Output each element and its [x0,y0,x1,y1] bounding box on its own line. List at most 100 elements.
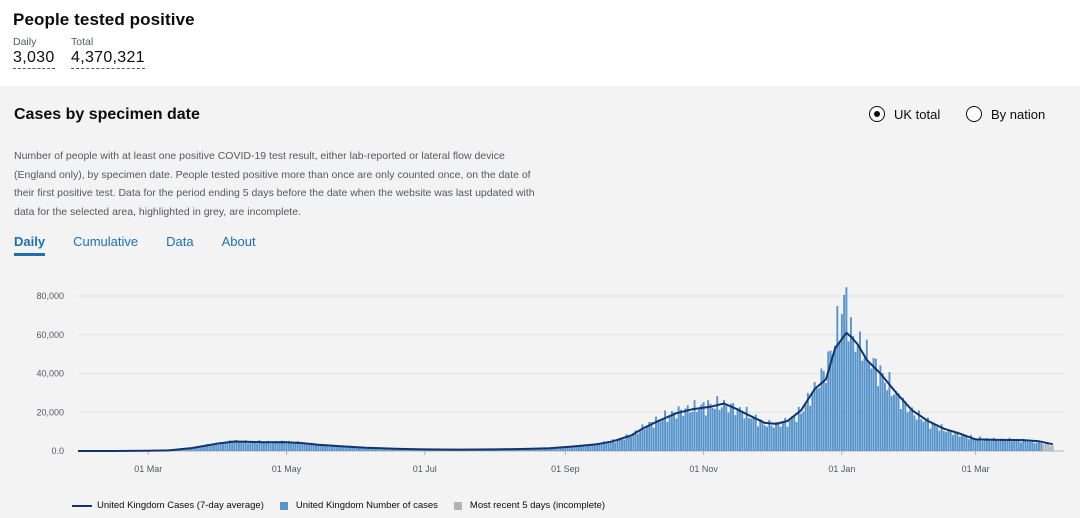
daily-case-bar [580,445,583,451]
daily-case-bar [265,441,268,451]
daily-case-bar [1031,439,1034,451]
daily-case-bar [818,387,821,451]
daily-case-bar [226,442,229,451]
daily-case-bar [201,446,204,451]
daily-case-bar [630,436,633,451]
daily-case-bar [650,422,653,451]
daily-case-bar [249,441,252,451]
daily-case-bar [666,421,669,451]
daily-case-bar [605,442,608,451]
radio-by-nation[interactable]: By nation [966,106,1045,122]
page-title: People tested positive [13,10,195,29]
daily-case-bar [242,441,245,451]
daily-case-bar [618,438,621,451]
daily-case-bar [825,383,827,451]
total-value[interactable]: 4,370,321 [71,49,145,69]
daily-case-bar [271,441,274,451]
radio-button-unchecked[interactable] [966,106,982,122]
daily-case-bar [197,446,200,451]
daily-case-bar [861,360,864,451]
radio-label-by-nation: By nation [991,106,1046,122]
daily-case-bar [738,407,741,451]
daily-case-bar [303,442,306,451]
radio-button-checked[interactable] [869,106,885,122]
daily-case-bar [917,410,920,451]
daily-case-bar [557,447,560,451]
legend-label-average: United Kingdom Cases (7-day average) [97,500,264,511]
daily-case-bar [734,415,737,451]
daily-case-bar [371,447,374,451]
daily-case-bar [897,393,900,451]
daily-case-bar [781,423,784,451]
daily-case-bar [938,430,941,451]
daily-case-bar [566,446,569,451]
daily-case-bar [890,396,893,451]
daily-case-bar [600,444,603,451]
daily-case-bar [736,408,739,451]
radio-uk-total[interactable]: UK total [869,106,940,122]
daily-case-bar [312,444,315,451]
tab-about[interactable]: About [221,234,256,249]
daily-case-bar [310,442,313,451]
daily-case-bar [750,418,753,451]
daily-case-bar [523,449,526,451]
daily-case-bar [836,306,839,451]
daily-case-bar [553,448,555,451]
daily-case-bar [206,444,209,451]
total-label: Total [71,36,94,48]
daily-case-bar [806,392,809,451]
daily-case-bar [1019,442,1022,451]
daily-case-bar [589,444,592,451]
tab-data[interactable]: Data [166,234,194,249]
daily-case-bar [759,419,762,451]
tab-cumulative[interactable]: Cumulative [73,234,139,249]
daily-case-bar [754,414,757,451]
daily-case-bar [1006,440,1009,451]
daily-case-bar [398,449,401,451]
daily-case-bar [335,445,338,451]
daily-case-bar [346,446,349,451]
daily-case-bar [949,430,952,451]
tab-daily[interactable]: Daily [14,234,46,256]
daily-value[interactable]: 3,030 [13,49,55,69]
daily-case-bar [992,437,995,451]
x-tick-label: 01 Jul [413,464,437,474]
daily-case-bar [596,443,599,451]
legend-label-incomplete: Most recent 5 days (incomplete) [469,500,606,511]
y-tick-label: 60,000 [36,330,64,340]
daily-case-bar [358,446,361,451]
daily-case-bar [868,362,871,451]
daily-case-bar [711,407,714,451]
daily-case-bar [652,427,655,451]
daily-case-bar [954,432,957,451]
daily-case-bar [933,423,936,451]
y-tick-label: 0.0 [51,446,64,456]
daily-case-bar [883,382,886,451]
daily-case-bar [770,425,773,451]
daily-case-bar [702,402,705,451]
incomplete-bar [1051,444,1054,451]
daily-case-bar [598,443,601,451]
daily-case-bar [834,345,837,451]
y-tick-label: 80,000 [36,291,64,301]
daily-case-bar [827,351,830,451]
cases-card: Cases by specimen date UK total By natio… [0,86,1080,518]
daily-case-bar [1033,443,1036,451]
daily-case-bar [392,448,395,451]
daily-case-bar [509,449,512,451]
daily-case-bar [213,443,215,451]
daily-case-bar [843,294,846,451]
daily-case-bar [682,415,685,451]
x-tick-label: 01 May [272,464,302,474]
y-tick-label: 40,000 [36,369,64,379]
daily-case-bar [555,448,558,451]
incomplete-bar [1049,445,1052,451]
daily-case-bar [761,420,764,451]
daily-case-bar [700,404,703,451]
daily-case-bar [571,447,574,451]
daily-case-bar [308,445,311,451]
daily-case-bar [587,444,589,451]
daily-case-bar [713,409,716,451]
daily-case-bar [668,415,671,451]
daily-case-bar [627,436,630,451]
